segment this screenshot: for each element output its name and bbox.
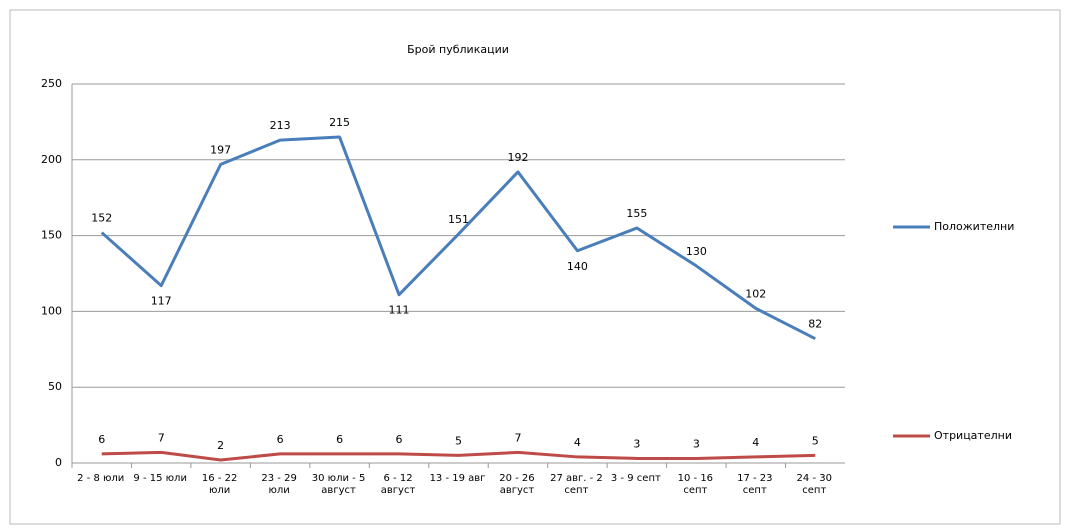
y-tick-label: 150 xyxy=(41,229,62,242)
x-tick-label-box: 27 авг. - 2 септ xyxy=(550,473,603,496)
x-tick-label: 23 - 29 юли xyxy=(261,473,297,496)
chart-frame xyxy=(9,9,1061,525)
data-label: 4 xyxy=(752,436,759,449)
data-label: 6 xyxy=(98,433,105,446)
x-tick-label: 9 - 15 юли xyxy=(133,473,187,484)
data-label: 82 xyxy=(808,318,822,331)
y-tick-label: 0 xyxy=(55,456,62,469)
x-tick-label: 24 - 30 септ xyxy=(796,473,832,496)
data-label: 3 xyxy=(633,437,640,450)
data-label: 5 xyxy=(812,434,819,447)
data-label: 213 xyxy=(270,119,291,132)
x-tick-label: 30 юли - 5 август xyxy=(311,473,366,496)
x-tick-label: 3 - 9 септ xyxy=(610,473,661,484)
x-tick-label-box: 24 - 30 септ xyxy=(796,473,832,496)
series-line xyxy=(100,135,816,341)
x-tick-label-box: 2 - 8 юли xyxy=(77,473,125,484)
x-tick-label: 6 - 12 август xyxy=(380,473,416,496)
data-label: 3 xyxy=(693,437,700,450)
x-tick-label-box: 17 - 23 септ xyxy=(737,473,773,496)
y-tick-label: 100 xyxy=(41,304,62,317)
data-label: 6 xyxy=(396,433,403,446)
x-tick-label-box: 9 - 15 юли xyxy=(133,473,187,484)
series-line xyxy=(101,450,816,462)
x-tick-label-box: 13 - 19 авг xyxy=(429,473,486,484)
data-label: 140 xyxy=(567,260,588,273)
data-label: 155 xyxy=(626,207,647,220)
x-tick-label-box: 16 - 22 юли xyxy=(201,473,238,496)
y-tick-label: 200 xyxy=(41,153,62,166)
y-tick-label: 50 xyxy=(48,380,62,393)
x-tick-label: 17 - 23 септ xyxy=(737,473,773,496)
data-label: 102 xyxy=(745,287,766,300)
data-label: 5 xyxy=(455,434,462,447)
data-label: 151 xyxy=(448,213,469,226)
y-tick-label: 250 xyxy=(41,77,62,90)
x-tick-label: 10 - 16 септ xyxy=(677,473,714,496)
x-tick-label: 20 - 26 август xyxy=(499,473,535,496)
data-label: 152 xyxy=(91,212,112,225)
chart-title: Брой публикации xyxy=(407,43,509,56)
x-tick-label-box: 30 юли - 5 август xyxy=(311,473,366,496)
data-label: 6 xyxy=(336,433,343,446)
legend-label: Положителни xyxy=(934,220,1014,233)
x-tick-label: 13 - 19 авг xyxy=(429,473,486,484)
x-tick-label: 16 - 22 юли xyxy=(201,473,238,496)
data-label: 117 xyxy=(151,295,172,308)
data-label: 6 xyxy=(277,433,284,446)
legend-label: Отрицателни xyxy=(934,429,1012,442)
x-tick-label-box: 20 - 26 август xyxy=(499,473,535,496)
data-label: 7 xyxy=(158,431,165,444)
x-tick-label-box: 23 - 29 юли xyxy=(261,473,297,496)
data-label: 4 xyxy=(574,436,581,449)
x-tick-label-box: 6 - 12 август xyxy=(380,473,416,496)
data-label: 215 xyxy=(329,116,350,129)
data-label: 130 xyxy=(686,245,707,258)
data-label: 111 xyxy=(389,304,410,317)
data-label: 197 xyxy=(210,143,231,156)
x-tick-label: 27 авг. - 2 септ xyxy=(550,473,603,496)
x-tick-label-box: 10 - 16 септ xyxy=(677,473,714,496)
x-tick-label: 2 - 8 юли xyxy=(77,473,125,484)
data-label: 2 xyxy=(217,439,224,452)
data-label: 192 xyxy=(507,151,528,164)
x-tick-label-box: 3 - 9 септ xyxy=(610,473,661,484)
data-label: 7 xyxy=(514,431,521,444)
